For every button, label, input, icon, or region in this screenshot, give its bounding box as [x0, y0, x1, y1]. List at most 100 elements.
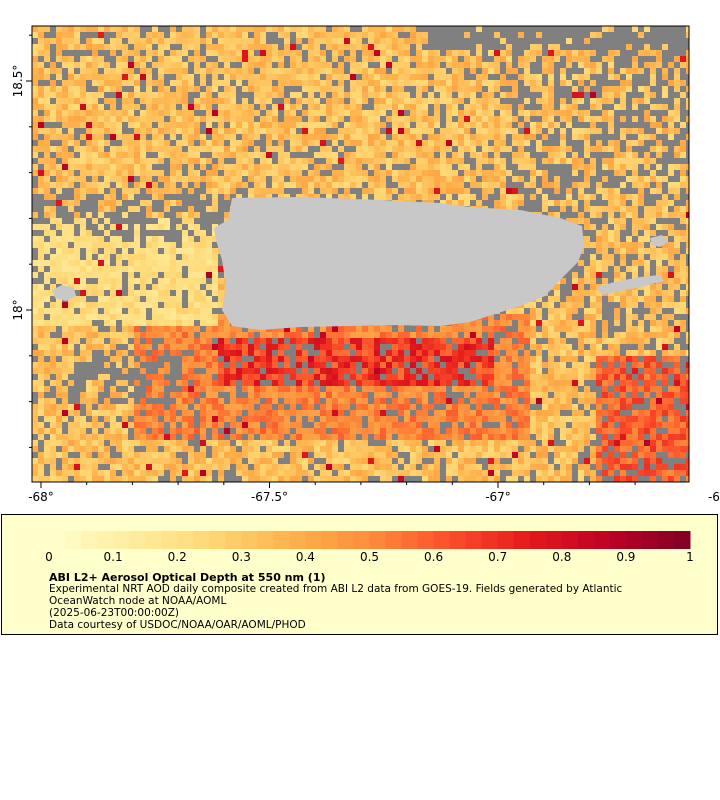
- aod-cell: [368, 368, 374, 374]
- aod-cell: [278, 26, 284, 32]
- aod-cell: [278, 194, 284, 200]
- aod-cell: [668, 338, 674, 344]
- aod-cell: [194, 290, 200, 296]
- aod-cell: [668, 314, 674, 320]
- aod-cell: [668, 386, 674, 392]
- aod-cell: [398, 128, 404, 134]
- aod-cell: [542, 344, 548, 350]
- aod-cell: [296, 176, 302, 182]
- aod-cell: [668, 368, 674, 374]
- aod-cell: [440, 80, 446, 86]
- aod-cell: [146, 92, 152, 98]
- aod-cell: [218, 182, 224, 188]
- aod-cell: [614, 158, 620, 164]
- aod-cell: [512, 188, 518, 194]
- aod-cell: [644, 152, 650, 158]
- aod-cell: [146, 32, 152, 38]
- aod-cell: [434, 146, 440, 152]
- aod-cell: [632, 338, 638, 344]
- aod-cell: [164, 92, 170, 98]
- aod-cell: [194, 362, 200, 368]
- aod-cell: [620, 200, 626, 206]
- aod-cell: [74, 332, 80, 338]
- aod-cell: [656, 266, 662, 272]
- aod-cell: [344, 188, 350, 194]
- aod-cell: [476, 50, 482, 56]
- aod-cell: [554, 56, 560, 62]
- aod-cell: [524, 392, 530, 398]
- aod-cell: [32, 332, 38, 338]
- aod-cell: [248, 152, 254, 158]
- aod-cell: [248, 86, 254, 92]
- aod-cell: [62, 140, 68, 146]
- aod-cell: [392, 152, 398, 158]
- aod-cell: [374, 326, 380, 332]
- aod-cell: [548, 356, 554, 362]
- aod-cell: [590, 92, 596, 98]
- aod-cell: [506, 170, 512, 176]
- aod-cell: [482, 158, 488, 164]
- aod-cell: [548, 380, 554, 386]
- aod-cell: [362, 380, 368, 386]
- aod-cell: [512, 92, 518, 98]
- aod-cell: [440, 164, 446, 170]
- aod-cell: [656, 122, 662, 128]
- aod-cell: [668, 128, 674, 134]
- aod-cell: [86, 68, 92, 74]
- aod-cell: [164, 302, 170, 308]
- aod-cell: [242, 56, 248, 62]
- aod-cell: [356, 392, 362, 398]
- aod-cell: [104, 98, 110, 104]
- aod-cell: [92, 170, 98, 176]
- aod-cell: [254, 86, 260, 92]
- aod-cell: [98, 86, 104, 92]
- aod-cell: [116, 26, 122, 32]
- aod-cell: [674, 194, 680, 200]
- aod-cell: [50, 146, 56, 152]
- aod-cell: [182, 62, 188, 68]
- aod-cell: [164, 224, 170, 230]
- aod-cell: [512, 308, 518, 314]
- aod-cell: [350, 74, 356, 80]
- aod-cell: [404, 158, 410, 164]
- aod-cell: [308, 140, 314, 146]
- aod-cell: [188, 110, 194, 116]
- aod-cell: [314, 344, 320, 350]
- aod-cell: [686, 380, 689, 386]
- aod-cell: [458, 128, 464, 134]
- aod-cell: [38, 50, 44, 56]
- aod-cell: [596, 290, 602, 296]
- aod-cell: [494, 68, 500, 74]
- aod-cell: [122, 188, 128, 194]
- aod-cell: [536, 170, 542, 176]
- aod-cell: [218, 110, 224, 116]
- aod-cell: [596, 260, 602, 266]
- aod-cell: [674, 104, 680, 110]
- aod-cell: [158, 158, 164, 164]
- aod-cell: [314, 338, 320, 344]
- aod-cell: [590, 242, 596, 248]
- aod-cell: [524, 68, 530, 74]
- aod-cell: [32, 50, 38, 56]
- aod-cell: [446, 116, 452, 122]
- aod-cell: [104, 320, 110, 326]
- aod-cell: [248, 332, 254, 338]
- aod-cell: [254, 26, 260, 32]
- aod-cell: [380, 146, 386, 152]
- aod-cell: [92, 50, 98, 56]
- aod-cell: [110, 104, 116, 110]
- aod-cell: [668, 164, 674, 170]
- aod-cell: [230, 356, 236, 362]
- aod-cell: [548, 368, 554, 374]
- aod-cell: [110, 338, 116, 344]
- aod-cell: [260, 80, 266, 86]
- aod-cell: [116, 350, 122, 356]
- aod-cell: [314, 98, 320, 104]
- aod-cell: [242, 98, 248, 104]
- aod-cell: [110, 290, 116, 296]
- aod-cell: [614, 152, 620, 158]
- aod-cell: [590, 290, 596, 296]
- aod-cell: [590, 296, 596, 302]
- aod-cell: [644, 368, 650, 374]
- aod-cell: [68, 260, 74, 266]
